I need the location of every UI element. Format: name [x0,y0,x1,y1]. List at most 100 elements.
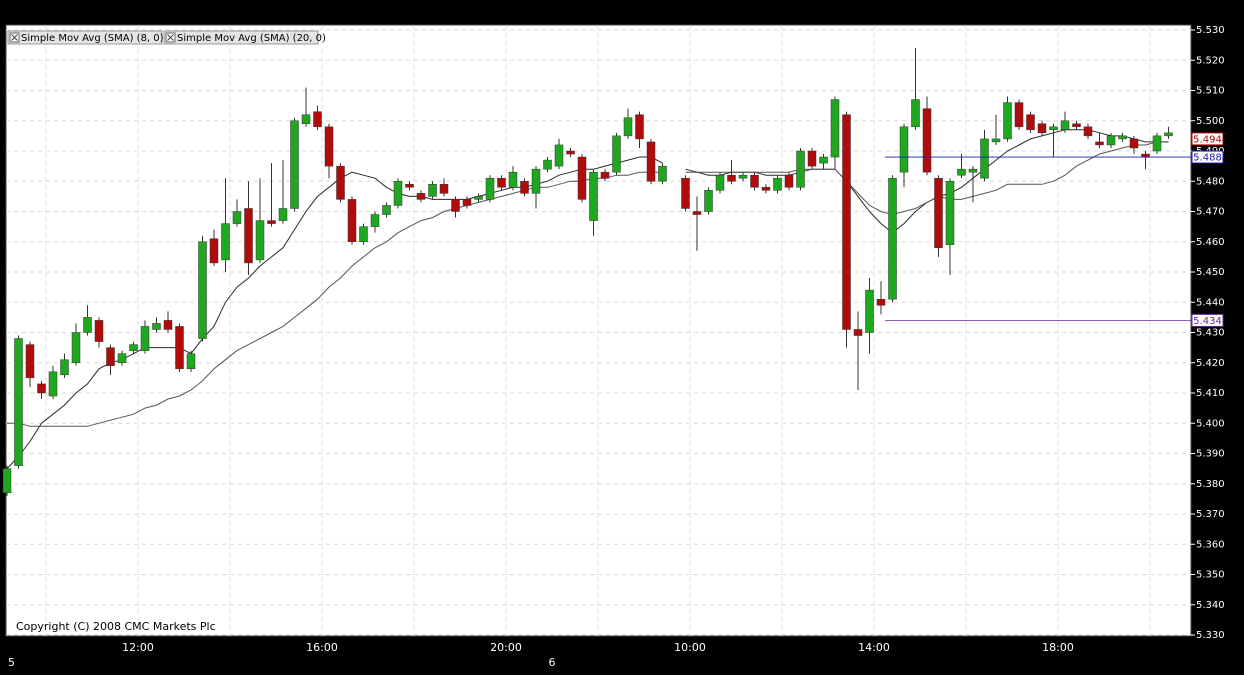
y-tick-label: 5.460 [1196,237,1225,248]
candle-body [865,289,874,333]
candle-body [140,326,150,351]
candle-body [1003,102,1012,140]
candle-body [658,165,667,182]
candle-body [1152,135,1162,152]
candle-body [267,220,276,224]
candle-body [623,117,633,137]
x-tick-label: 10:00 [674,641,706,654]
y-tick-label: 5.450 [1196,267,1225,278]
price-marker-box [1191,313,1224,327]
candle-body [738,174,748,179]
candle-body [853,329,863,336]
y-tick-label: 5.420 [1196,358,1225,369]
x-tick-label: 20:00 [490,641,522,654]
price-marker-label: 5.488 [1193,153,1222,164]
candle-body [1049,126,1058,131]
y-tick-label: 5.380 [1196,479,1225,490]
candle-body [393,181,403,206]
candle-body [692,211,702,215]
y-tick-label: 5.350 [1196,570,1225,581]
candle-body [1129,138,1139,149]
candle-body [957,168,966,176]
y-tick-label: 5.520 [1196,55,1225,66]
candle-body [278,208,288,221]
x-tick-label: 14:00 [858,641,890,654]
candle-body [888,177,897,300]
candle-body [945,181,955,246]
candle-body [301,114,311,125]
candle-body [313,111,322,128]
candle-body [819,156,828,164]
candle-body [2,468,12,494]
candle-body [462,199,472,206]
candle-body [129,344,138,351]
candle-body [94,320,104,342]
candle-body [612,135,621,173]
candle-body [876,298,886,306]
candle-body [899,126,909,173]
candle-body [71,332,81,363]
candle-body [1106,135,1116,146]
x-tick-label: 16:00 [306,641,338,654]
candle-body [566,150,575,155]
candle-body [1014,102,1024,128]
candle-body [117,353,127,363]
candle-body [1072,123,1081,128]
candle-body [290,120,299,209]
legend-label: Simple Mov Avg (SMA) (20, 0) [177,33,326,44]
legend-check [167,34,174,41]
candle-body [106,347,115,367]
price-marker-label: 5.494 [1193,134,1222,145]
candle-body [577,156,587,200]
candle-body [1164,132,1173,137]
candle-body [324,126,334,167]
candle-body [474,196,483,200]
candle-body [485,177,495,200]
candle-body [359,226,368,242]
candle-body [704,190,713,212]
y-tick-label: 5.330 [1196,630,1225,641]
y-tick-label: 5.410 [1196,388,1225,399]
candle-body [600,171,610,179]
day-label: 5 [8,656,15,669]
legend-item [163,30,319,45]
candle-body [1026,114,1035,131]
candle-body [83,317,92,333]
candle-body [761,187,771,191]
candle-body [416,193,426,200]
candle-body [715,174,725,191]
candle-body [531,168,541,194]
candle-body [152,323,161,330]
candle-body [48,371,58,397]
copyright: Copyright (C) 2008 CMC Markets Plc [16,620,216,633]
y-tick-label: 5.370 [1196,509,1225,520]
candle-body [255,220,265,261]
candle-body [842,114,851,330]
candle-body [991,138,1001,143]
price-marker-label: 5.434 [1193,316,1222,327]
candle-body [635,114,644,140]
candle-body [25,344,35,379]
candle-body [347,199,357,242]
candle-body [1083,126,1093,137]
candle-body [336,165,345,200]
y-tick-label: 5.480 [1196,176,1225,187]
candle-body [807,150,817,167]
candle-body [382,205,391,215]
candle-body [221,223,230,261]
candle-body [209,238,219,264]
candle-body [37,383,46,394]
candle-body [1037,123,1047,134]
candle-body [934,177,943,249]
y-tick-label: 5.340 [1196,600,1225,611]
x-tick-label: 18:00 [1042,641,1074,654]
candle-body [451,199,460,212]
candle-body [968,168,978,173]
candle-body [1060,120,1070,131]
legend-item [7,30,163,45]
candle-body [1141,153,1150,158]
candle-body [186,353,196,370]
legend-check [11,34,18,41]
